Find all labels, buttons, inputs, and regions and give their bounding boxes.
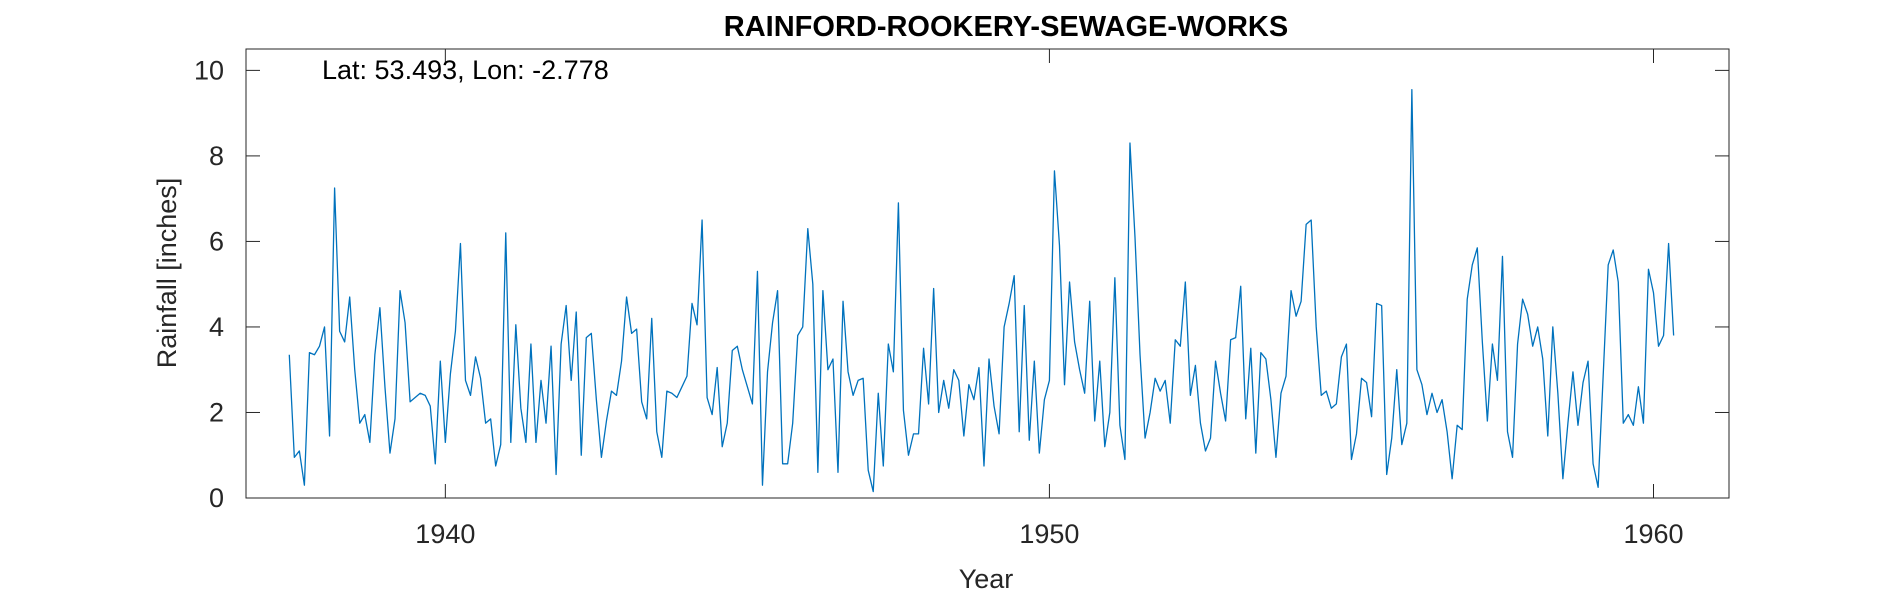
y-axis-label: Rainfall [inches] (152, 178, 182, 369)
y-tick-label: 0 (209, 483, 224, 513)
axes: 0 2 4 6 8 10 1940 1950 1960 (194, 48, 1730, 549)
location-annotation: Lat: 53.493, Lon: -2.778 (322, 55, 609, 85)
plot-area (246, 49, 1729, 498)
y-tick-label: 10 (194, 55, 224, 85)
y-tick-label: 6 (209, 226, 224, 256)
chart-title: RAINFORD-ROOKERY-SEWAGE-WORKS (724, 11, 1288, 43)
x-tick-label: 1940 (415, 519, 475, 549)
x-axis-label: Year (959, 564, 1014, 591)
x-tick-label: 1960 (1623, 519, 1683, 549)
y-tick-label: 2 (209, 397, 224, 427)
x-tick-label: 1950 (1019, 519, 1079, 549)
axes-box (245, 48, 1730, 499)
rainfall-series-line (288, 88, 1675, 493)
y-tick-label: 4 (209, 312, 224, 342)
y-tick-label: 8 (209, 141, 224, 171)
